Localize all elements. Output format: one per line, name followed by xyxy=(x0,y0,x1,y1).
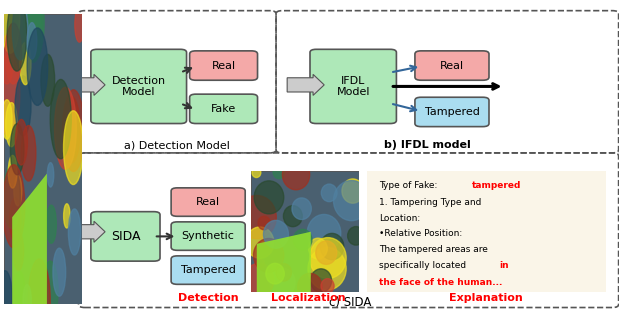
Text: Synthetic: Synthetic xyxy=(182,231,234,241)
Text: a) Detection Model: a) Detection Model xyxy=(125,140,230,150)
FancyBboxPatch shape xyxy=(171,188,245,216)
Text: b) IFDL model: b) IFDL model xyxy=(384,140,471,150)
Text: Tampered: Tampered xyxy=(425,107,479,117)
Text: SIDA: SIDA xyxy=(111,230,140,243)
FancyArrow shape xyxy=(68,221,105,242)
Text: Detection: Detection xyxy=(178,293,239,303)
FancyBboxPatch shape xyxy=(91,212,160,261)
FancyArrow shape xyxy=(68,74,105,95)
Text: IFDL
Model: IFDL Model xyxy=(337,76,370,97)
Text: Explanation: Explanation xyxy=(449,293,523,303)
FancyBboxPatch shape xyxy=(171,222,245,250)
Text: Detection
Model: Detection Model xyxy=(112,76,166,97)
Text: Real: Real xyxy=(196,197,220,207)
Text: Localization: Localization xyxy=(272,293,346,303)
Text: Real: Real xyxy=(440,61,464,71)
FancyBboxPatch shape xyxy=(171,256,245,284)
Text: Tampered: Tampered xyxy=(180,265,236,275)
FancyBboxPatch shape xyxy=(415,97,489,127)
FancyBboxPatch shape xyxy=(190,94,257,124)
FancyBboxPatch shape xyxy=(190,51,257,80)
Text: c) SIDA: c) SIDA xyxy=(329,296,371,309)
FancyBboxPatch shape xyxy=(310,49,396,124)
FancyArrow shape xyxy=(287,74,324,95)
Text: Fake: Fake xyxy=(211,104,236,114)
FancyBboxPatch shape xyxy=(91,49,187,124)
Text: Real: Real xyxy=(211,61,236,71)
FancyBboxPatch shape xyxy=(415,51,489,80)
